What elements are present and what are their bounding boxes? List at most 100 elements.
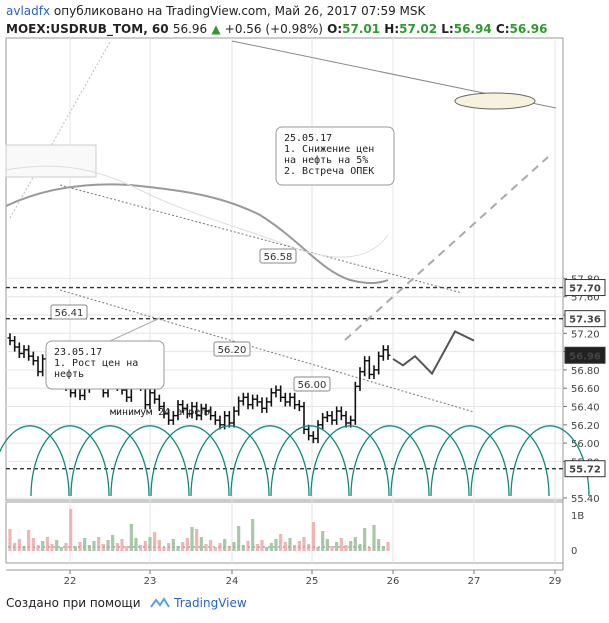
ohlc-bar <box>306 424 312 441</box>
channel-upper-line <box>59 184 463 294</box>
ohlc-bar <box>189 401 195 419</box>
ohlc-bar <box>156 394 162 412</box>
ohlc-bar <box>329 411 335 425</box>
volume-axis-label-high: 1B <box>571 511 584 522</box>
volume-bar <box>8 529 12 551</box>
ohlc-bar <box>16 342 22 359</box>
open-value: 57.01 <box>342 22 381 36</box>
cycle-arc <box>190 425 270 497</box>
cycle-arc <box>430 425 510 497</box>
volume-bar <box>162 547 166 551</box>
volume-bar <box>297 541 301 551</box>
volume-bar <box>125 546 129 551</box>
cycle-arc <box>470 425 550 497</box>
ohlc-bar <box>236 396 242 416</box>
ohlc-bar <box>292 392 298 410</box>
cycle-arc <box>310 425 390 497</box>
ohlc-bar <box>7 333 13 346</box>
volume-bar <box>223 539 227 551</box>
volume-bar <box>344 545 348 551</box>
volume-bar <box>129 524 133 551</box>
volume-bar <box>213 547 217 551</box>
point-label: 56.58 <box>264 252 293 263</box>
volume-bar <box>288 538 292 551</box>
volume-bar <box>265 547 269 551</box>
created-with-text: Создано при помощи <box>6 596 141 610</box>
ohlc-bar <box>250 394 256 410</box>
ohlc-bar <box>296 400 302 412</box>
point-label: 56.41 <box>55 308 84 319</box>
y-tick-label: 56.80 <box>571 366 600 377</box>
volume-bar <box>59 547 63 551</box>
cycle-arc <box>30 425 110 497</box>
x-tick-label: 25 <box>306 576 319 587</box>
last-price: 56.96 <box>172 22 208 36</box>
volume-bar <box>237 526 241 551</box>
ohlc-bar <box>259 397 265 413</box>
volume-bar <box>274 539 278 551</box>
ohlc-bar <box>26 345 32 361</box>
ohlc-bar <box>371 365 377 380</box>
level-price-tag <box>564 460 606 478</box>
volume-bar <box>111 535 115 551</box>
ohlc-bar <box>245 392 251 410</box>
annotation-text: на нефть на 5% <box>284 154 368 166</box>
volume-bar <box>171 539 175 551</box>
ohlc-bar <box>12 336 18 352</box>
volume-bar <box>176 546 180 551</box>
volume-bar <box>349 541 353 551</box>
projection-path <box>392 330 475 376</box>
ohlc-bar <box>194 401 200 421</box>
ohlc-bar <box>301 401 307 434</box>
high-label: H: <box>384 22 400 36</box>
ohlc-bar <box>324 411 330 423</box>
volume-bar <box>353 537 357 551</box>
volume-bar <box>302 537 306 551</box>
volume-bar <box>50 544 54 551</box>
ohlc-bar <box>161 401 167 419</box>
volume-bar <box>148 537 152 551</box>
cycle-arc <box>390 425 470 497</box>
ohlc-bar <box>287 392 293 407</box>
volume-bar <box>311 522 315 551</box>
ohlc-bar <box>380 345 386 361</box>
close-label: C: <box>495 22 510 36</box>
volume-bar <box>260 540 264 551</box>
annotation-text: 1. Снижение цен <box>284 144 374 155</box>
ohlc-bar <box>282 392 288 407</box>
symbol-name: MOEX:USDRUB_TOM, 60 <box>6 22 169 36</box>
volume-bar <box>45 537 49 551</box>
volume-bar <box>143 541 147 551</box>
cycle-arc <box>150 425 230 497</box>
volume-bar <box>185 538 189 551</box>
volume-bar <box>339 538 343 551</box>
volume-bar <box>190 527 194 551</box>
tradingview-logo-icon[interactable]: TradingView <box>150 596 247 610</box>
point-label: 56.20 <box>218 345 247 356</box>
ohlc-bar <box>147 388 153 410</box>
support-projection-dashed <box>344 156 549 341</box>
annotation-min-april: минимум 24 апреля <box>110 407 212 418</box>
volume-bar <box>134 538 138 551</box>
ohlc-bar <box>170 411 176 425</box>
volume-bar <box>181 542 185 551</box>
volume-bar <box>246 541 250 551</box>
ohlc-bar <box>40 354 46 377</box>
volume-bar <box>36 545 40 551</box>
x-tick-label: 23 <box>144 576 157 587</box>
volume-bar <box>73 546 77 551</box>
ohlc-bar <box>264 397 270 413</box>
published-line: avladfx опубликовано на TradingView.com,… <box>6 4 425 18</box>
point-label-box <box>293 376 331 392</box>
volume-bar <box>22 546 26 551</box>
ohlc-bar <box>268 388 274 407</box>
ohlc-bar <box>198 403 204 421</box>
price-change: +0.56 (+0.98%) <box>224 22 323 36</box>
y-tick-label: 57.20 <box>571 329 600 340</box>
y-tick-label: 56.40 <box>571 403 600 414</box>
cycle-arc <box>0 425 70 497</box>
author-link[interactable]: avladfx <box>6 4 51 18</box>
low-value: 56.94 <box>453 22 492 36</box>
volume-bar <box>283 542 287 551</box>
